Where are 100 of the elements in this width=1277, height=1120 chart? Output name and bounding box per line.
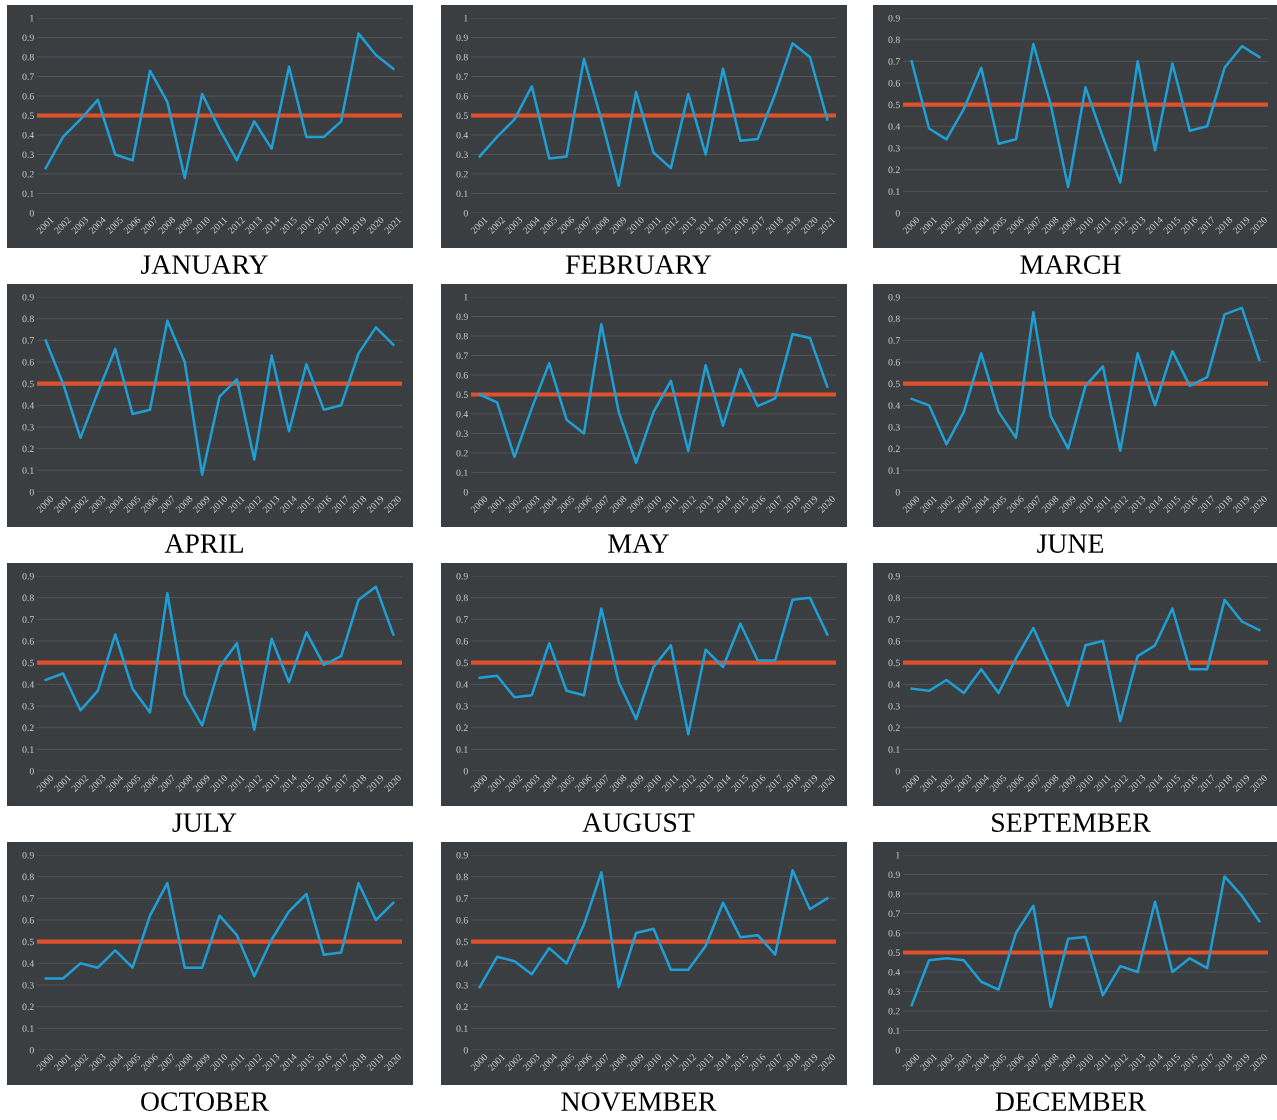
- y-tick-label: 0.2: [22, 445, 34, 453]
- y-tick-label: 0.4: [456, 410, 469, 418]
- y-tick-label: 0.3: [22, 151, 34, 159]
- y-tick-label: 0.8: [888, 890, 900, 898]
- y-tick-label: 0.5: [888, 659, 900, 667]
- y-tick-label: 0.6: [888, 637, 900, 645]
- y-tick-label: 0: [29, 209, 34, 217]
- y-tick-label: 0.7: [456, 616, 468, 623]
- text: APRIL: [164, 534, 243, 553]
- y-tick-label: 0.1: [456, 746, 468, 753]
- text: JANUARY: [141, 255, 268, 274]
- y-tick-label: 0.1: [22, 467, 34, 474]
- y-tick-label: 0: [895, 488, 900, 496]
- y-tick-label: 0.4: [456, 681, 469, 688]
- y-tick-label: 0.3: [888, 988, 900, 996]
- y-tick-label: 0.6: [456, 92, 468, 100]
- y-tick-label: 0.3: [888, 702, 900, 710]
- y-tick-label: 0.6: [22, 92, 34, 100]
- y-tick-label: 0.6: [888, 79, 900, 87]
- y-tick-label: 0: [29, 1046, 34, 1054]
- text: MAY: [608, 534, 669, 553]
- y-tick-label: 0.7: [22, 337, 34, 344]
- y-tick-label: 0.2: [456, 170, 468, 178]
- y-tick-label: 0.5: [456, 938, 468, 946]
- y-tick-label: 0.6: [888, 929, 900, 937]
- y-tick-label: 0.5: [888, 101, 900, 109]
- y-tick-label: 0.1: [22, 1025, 34, 1032]
- y-tick-label: 0.7: [888, 910, 900, 918]
- y-tick-label: 0: [463, 1046, 468, 1054]
- y-tick-label: 0.1: [22, 746, 34, 753]
- text: JUNE: [1037, 534, 1104, 553]
- y-tick-label: 0.7: [22, 616, 34, 623]
- y-tick-label: 0.6: [22, 358, 34, 366]
- y-tick-label: 0: [463, 767, 468, 775]
- y-tick-label: 0.9: [22, 293, 34, 301]
- y-tick-label: 0.2: [22, 170, 34, 178]
- y-tick-label: 0.4: [888, 123, 901, 130]
- y-tick-label: 0.3: [888, 144, 900, 152]
- y-tick-label: 0.8: [456, 873, 468, 881]
- y-tick-label: 0.6: [22, 637, 34, 645]
- y-tick-label: 0.2: [22, 1003, 34, 1011]
- text: SEPTEMBER: [992, 813, 1151, 832]
- y-tick-label: 1: [896, 851, 900, 859]
- y-tick-label: 0.8: [456, 332, 468, 340]
- y-tick-label: 0.9: [888, 293, 900, 301]
- y-tick-label: 0: [895, 767, 900, 775]
- y-tick-label: 0.9: [22, 572, 34, 580]
- y-tick-label: 0.9: [456, 313, 468, 321]
- y-tick-label: 0.1: [888, 467, 900, 474]
- text: NOVEMBER: [561, 1092, 717, 1112]
- y-tick-label: 0.3: [456, 702, 468, 710]
- y-tick-label: 0: [895, 209, 900, 217]
- y-tick-label: 0.7: [22, 895, 34, 902]
- y-tick-label: 1: [464, 293, 468, 301]
- y-tick-label: 0.5: [456, 391, 468, 399]
- y-tick-label: 0.3: [888, 423, 900, 431]
- y-tick-label: 0.8: [888, 594, 900, 602]
- y-tick-label: 0.3: [456, 430, 468, 438]
- y-tick-label: 0.7: [456, 895, 468, 902]
- y-tick-label: 0.4: [888, 681, 901, 688]
- y-tick-label: 0.8: [22, 594, 34, 602]
- text: FEBRUARY: [565, 255, 712, 274]
- y-tick-label: 1: [30, 14, 34, 22]
- y-tick-label: 0.5: [22, 112, 34, 120]
- text: OCTOBER: [141, 1092, 270, 1111]
- text: AUGUST: [582, 813, 695, 832]
- y-tick-label: 0.2: [456, 449, 468, 457]
- y-tick-label: 0.5: [456, 659, 468, 667]
- y-tick-label: 0.6: [456, 371, 468, 379]
- y-tick-label: 0.1: [456, 190, 468, 198]
- y-tick-label: 0.9: [456, 851, 468, 859]
- y-tick-label: 0: [29, 488, 34, 496]
- y-tick-label: 0.9: [456, 34, 468, 42]
- y-tick-label: 0.4: [22, 131, 35, 139]
- y-tick-label: 0.3: [456, 151, 468, 159]
- y-tick-label: 0.6: [22, 916, 34, 924]
- y-tick-label: 0.5: [22, 659, 34, 667]
- y-tick-label: 0.4: [888, 968, 901, 976]
- y-tick-label: 0.7: [456, 73, 468, 81]
- y-tick-label: 0.9: [888, 871, 900, 879]
- y-tick-label: 0.8: [456, 53, 468, 61]
- y-tick-label: 0.2: [22, 724, 34, 732]
- y-tick-label: 0: [895, 1046, 900, 1054]
- y-tick-label: 0.9: [456, 572, 468, 580]
- y-tick-label: 0.5: [888, 949, 900, 957]
- y-tick-label: 0.5: [456, 112, 468, 120]
- y-tick-label: 1: [464, 14, 468, 22]
- y-tick-label: 0.1: [22, 190, 34, 198]
- y-tick-label: 0.4: [22, 681, 35, 688]
- y-tick-label: 0.2: [888, 166, 900, 174]
- y-tick-label: 0.2: [888, 445, 900, 453]
- y-tick-label: 0.5: [888, 380, 900, 388]
- y-tick-label: 0.3: [456, 981, 468, 989]
- y-tick-label: 0.9: [888, 14, 900, 22]
- y-tick-label: 0.3: [22, 981, 34, 989]
- y-tick-label: 0.7: [888, 58, 900, 65]
- y-tick-label: 0.7: [888, 616, 900, 623]
- y-tick-label: 0.1: [888, 1027, 900, 1035]
- y-tick-label: 0.2: [888, 1007, 900, 1015]
- y-tick-label: 0.4: [456, 960, 469, 967]
